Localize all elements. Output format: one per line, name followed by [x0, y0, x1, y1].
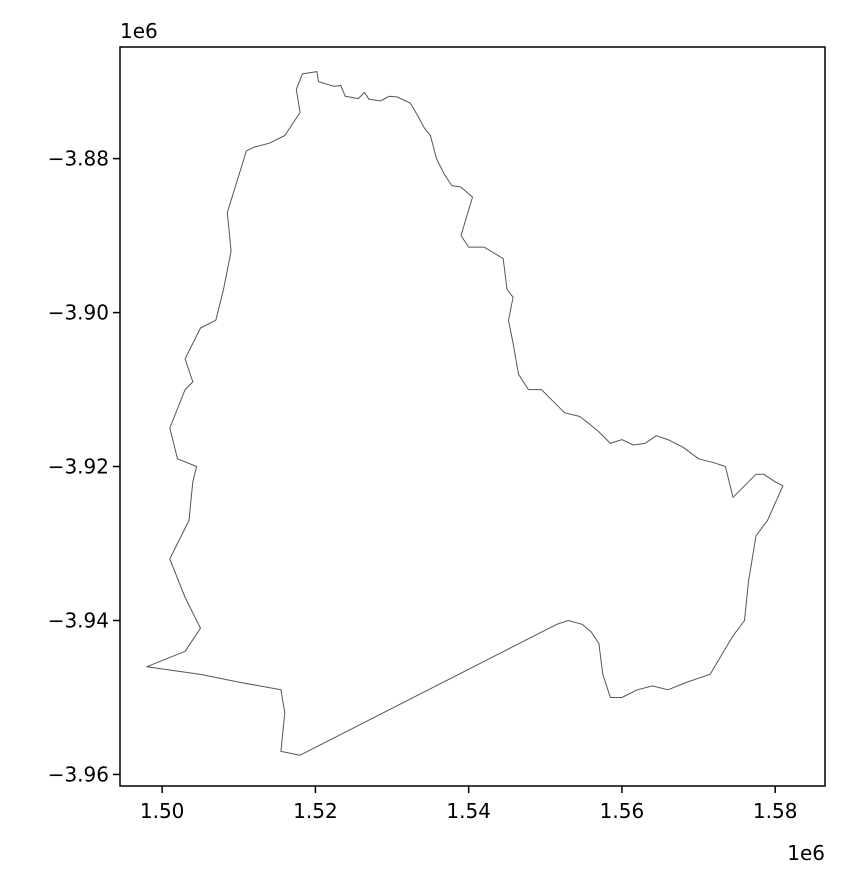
- x-tick-label: 1.54: [446, 799, 491, 823]
- x-offset-label: 1e6: [787, 841, 825, 865]
- boundary-layer: [146, 71, 784, 756]
- y-tick-label: −3.90: [48, 301, 109, 325]
- x-axis: 1.50 1.52 1.54 1.56 1.58: [140, 786, 798, 823]
- y-offset-label: 1e6: [120, 19, 158, 43]
- y-axis: −3.88 −3.90 −3.92 −3.94 −3.96: [48, 147, 120, 786]
- plot-frame: [119, 46, 826, 787]
- region-boundary: [146, 71, 784, 756]
- x-tick-label: 1.50: [140, 799, 185, 823]
- x-tick-label: 1.52: [293, 799, 338, 823]
- y-tick-label: −3.88: [48, 147, 109, 171]
- y-tick-label: −3.96: [48, 762, 109, 786]
- y-tick-label: −3.94: [48, 608, 109, 632]
- y-tick-label: −3.92: [48, 455, 109, 479]
- x-tick-label: 1.56: [600, 799, 645, 823]
- x-tick-label: 1.58: [753, 799, 798, 823]
